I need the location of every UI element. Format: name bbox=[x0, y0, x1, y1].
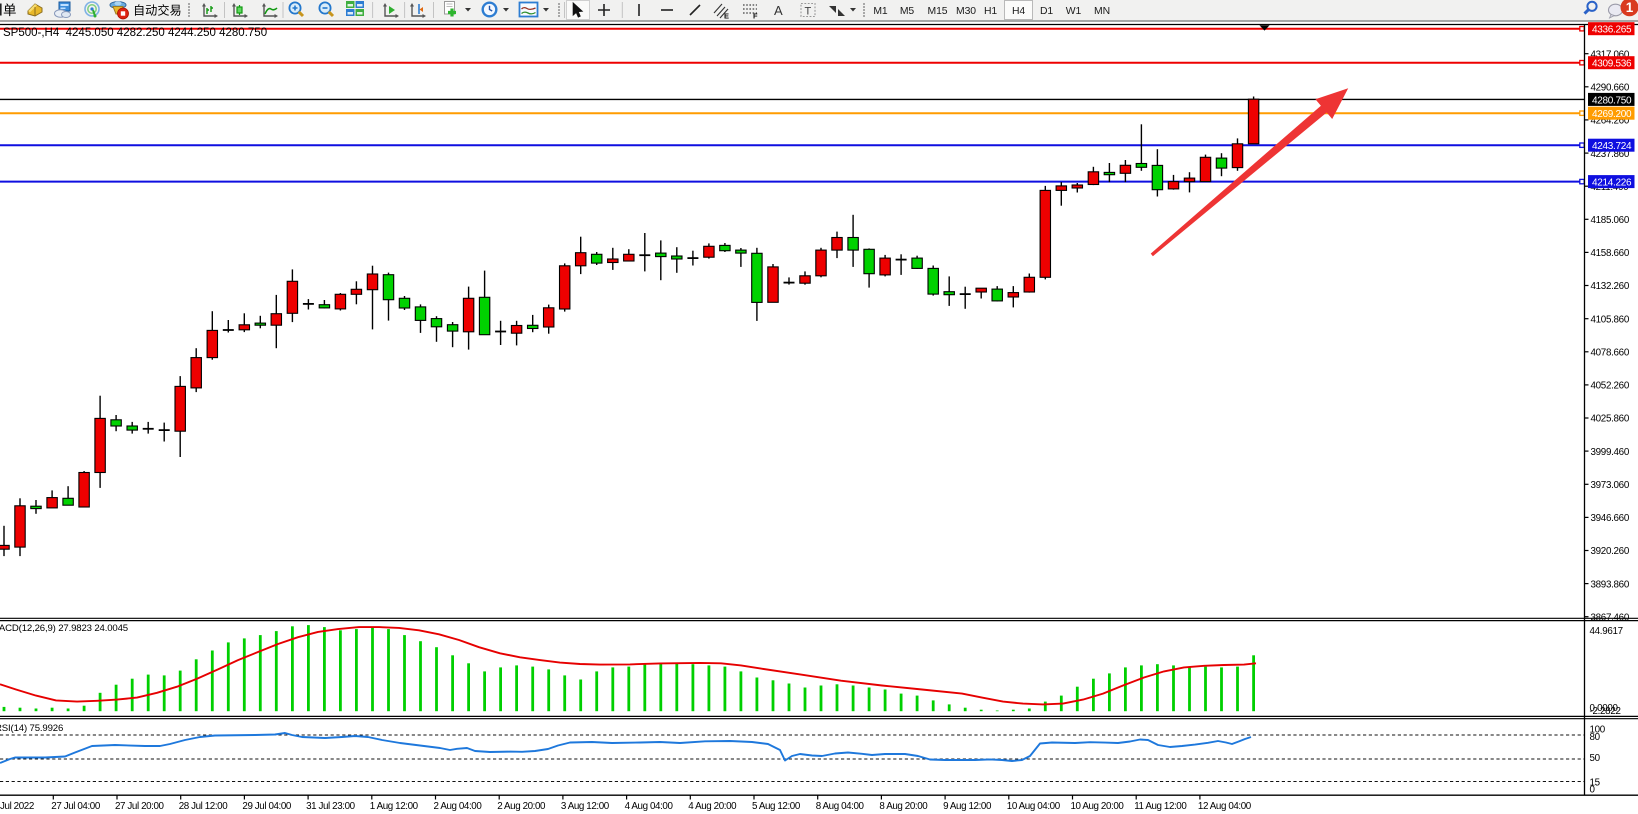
svg-text:D1: D1 bbox=[1040, 6, 1053, 17]
svg-text:4025.860: 4025.860 bbox=[1591, 414, 1630, 425]
svg-text:自动交易: 自动交易 bbox=[133, 3, 182, 18]
svg-text:31 Jul 23:00: 31 Jul 23:00 bbox=[306, 801, 356, 812]
svg-text:1: 1 bbox=[1626, 0, 1634, 15]
svg-text:M1: M1 bbox=[873, 6, 888, 17]
svg-text:F: F bbox=[753, 12, 758, 21]
svg-text:4264.260: 4264.260 bbox=[1591, 116, 1630, 127]
svg-text:3 Aug 12:00: 3 Aug 12:00 bbox=[561, 801, 610, 812]
svg-text:3893.860: 3893.860 bbox=[1591, 579, 1630, 590]
svg-text:4309.536: 4309.536 bbox=[1592, 59, 1632, 70]
svg-text:4214.226: 4214.226 bbox=[1592, 178, 1632, 189]
svg-text:MACD(12,26,9) 27.9823 24.0045: MACD(12,26,9) 27.9823 24.0045 bbox=[0, 623, 128, 634]
svg-text:8 Aug 20:00: 8 Aug 20:00 bbox=[879, 801, 928, 812]
svg-text:4 Aug 20:00: 4 Aug 20:00 bbox=[688, 801, 737, 812]
svg-text:12 Aug 04:00: 12 Aug 04:00 bbox=[1198, 801, 1252, 812]
svg-text:5 Aug 12:00: 5 Aug 12:00 bbox=[752, 801, 801, 812]
svg-text:E: E bbox=[724, 12, 729, 21]
svg-text:4336.265: 4336.265 bbox=[1592, 25, 1632, 36]
svg-text:4132.260: 4132.260 bbox=[1591, 281, 1630, 292]
svg-text:4105.860: 4105.860 bbox=[1591, 314, 1630, 325]
svg-text:2 Aug 20:00: 2 Aug 20:00 bbox=[497, 801, 546, 812]
svg-text:8 Aug 04:00: 8 Aug 04:00 bbox=[816, 801, 865, 812]
svg-text:M5: M5 bbox=[900, 6, 915, 17]
svg-text:3946.660: 3946.660 bbox=[1591, 513, 1630, 524]
svg-text:RSI(14) 75.9926: RSI(14) 75.9926 bbox=[0, 723, 63, 734]
svg-text:4317.060: 4317.060 bbox=[1591, 49, 1630, 60]
svg-text:W1: W1 bbox=[1066, 6, 1082, 17]
svg-text:2 Aug 04:00: 2 Aug 04:00 bbox=[434, 801, 483, 812]
svg-text:4078.660: 4078.660 bbox=[1591, 348, 1630, 359]
svg-text:4158.660: 4158.660 bbox=[1591, 248, 1630, 259]
svg-text:26 Jul 2022: 26 Jul 2022 bbox=[0, 801, 34, 812]
svg-text:27 Jul 04:00: 27 Jul 04:00 bbox=[51, 801, 101, 812]
svg-text:单: 单 bbox=[3, 3, 17, 18]
svg-text:4052.260: 4052.260 bbox=[1591, 381, 1630, 392]
svg-text:10 Aug 04:00: 10 Aug 04:00 bbox=[1007, 801, 1061, 812]
svg-text:3973.060: 3973.060 bbox=[1591, 480, 1630, 491]
svg-text:1 Aug 12:00: 1 Aug 12:00 bbox=[370, 801, 419, 812]
svg-text:M15: M15 bbox=[928, 6, 948, 17]
svg-text:50: 50 bbox=[1590, 753, 1601, 764]
svg-text:3920.260: 3920.260 bbox=[1591, 546, 1630, 557]
svg-text:80: 80 bbox=[1590, 732, 1601, 743]
svg-text:A: A bbox=[774, 3, 783, 18]
svg-text:-2.2822: -2.2822 bbox=[1590, 706, 1621, 717]
svg-text:3867.460: 3867.460 bbox=[1591, 612, 1630, 623]
svg-text:4269.200: 4269.200 bbox=[1592, 109, 1632, 120]
svg-text:MN: MN bbox=[1094, 6, 1110, 17]
svg-text:27 Jul 20:00: 27 Jul 20:00 bbox=[115, 801, 165, 812]
svg-text:4185.060: 4185.060 bbox=[1591, 215, 1630, 226]
svg-text:0: 0 bbox=[1590, 784, 1596, 795]
svg-text:H1: H1 bbox=[984, 6, 997, 17]
svg-text:4290.660: 4290.660 bbox=[1591, 83, 1630, 94]
svg-text:SP500-,H4 4245.050 4282.250 4: SP500-,H4 4245.050 4282.250 4244.250 428… bbox=[3, 27, 267, 39]
svg-text:3999.460: 3999.460 bbox=[1591, 447, 1630, 458]
svg-text:4237.860: 4237.860 bbox=[1591, 149, 1630, 160]
svg-text:28 Jul 12:00: 28 Jul 12:00 bbox=[179, 801, 229, 812]
svg-text:15: 15 bbox=[1590, 778, 1601, 789]
svg-text:4280.750: 4280.750 bbox=[1592, 95, 1632, 106]
svg-text:100: 100 bbox=[1590, 725, 1606, 736]
svg-text:10 Aug 20:00: 10 Aug 20:00 bbox=[1071, 801, 1125, 812]
svg-text:0.0000: 0.0000 bbox=[1590, 703, 1619, 714]
svg-text:29 Jul 04:00: 29 Jul 04:00 bbox=[242, 801, 292, 812]
svg-text:T: T bbox=[805, 6, 812, 18]
svg-text:H4: H4 bbox=[1012, 6, 1025, 17]
svg-text:11 Aug 12:00: 11 Aug 12:00 bbox=[1134, 801, 1187, 812]
svg-text:9 Aug 12:00: 9 Aug 12:00 bbox=[943, 801, 992, 812]
svg-text:4243.724: 4243.724 bbox=[1592, 141, 1632, 152]
svg-text:4 Aug 04:00: 4 Aug 04:00 bbox=[625, 801, 674, 812]
svg-text:44.9617: 44.9617 bbox=[1590, 626, 1623, 637]
svg-text:M30: M30 bbox=[956, 6, 976, 17]
